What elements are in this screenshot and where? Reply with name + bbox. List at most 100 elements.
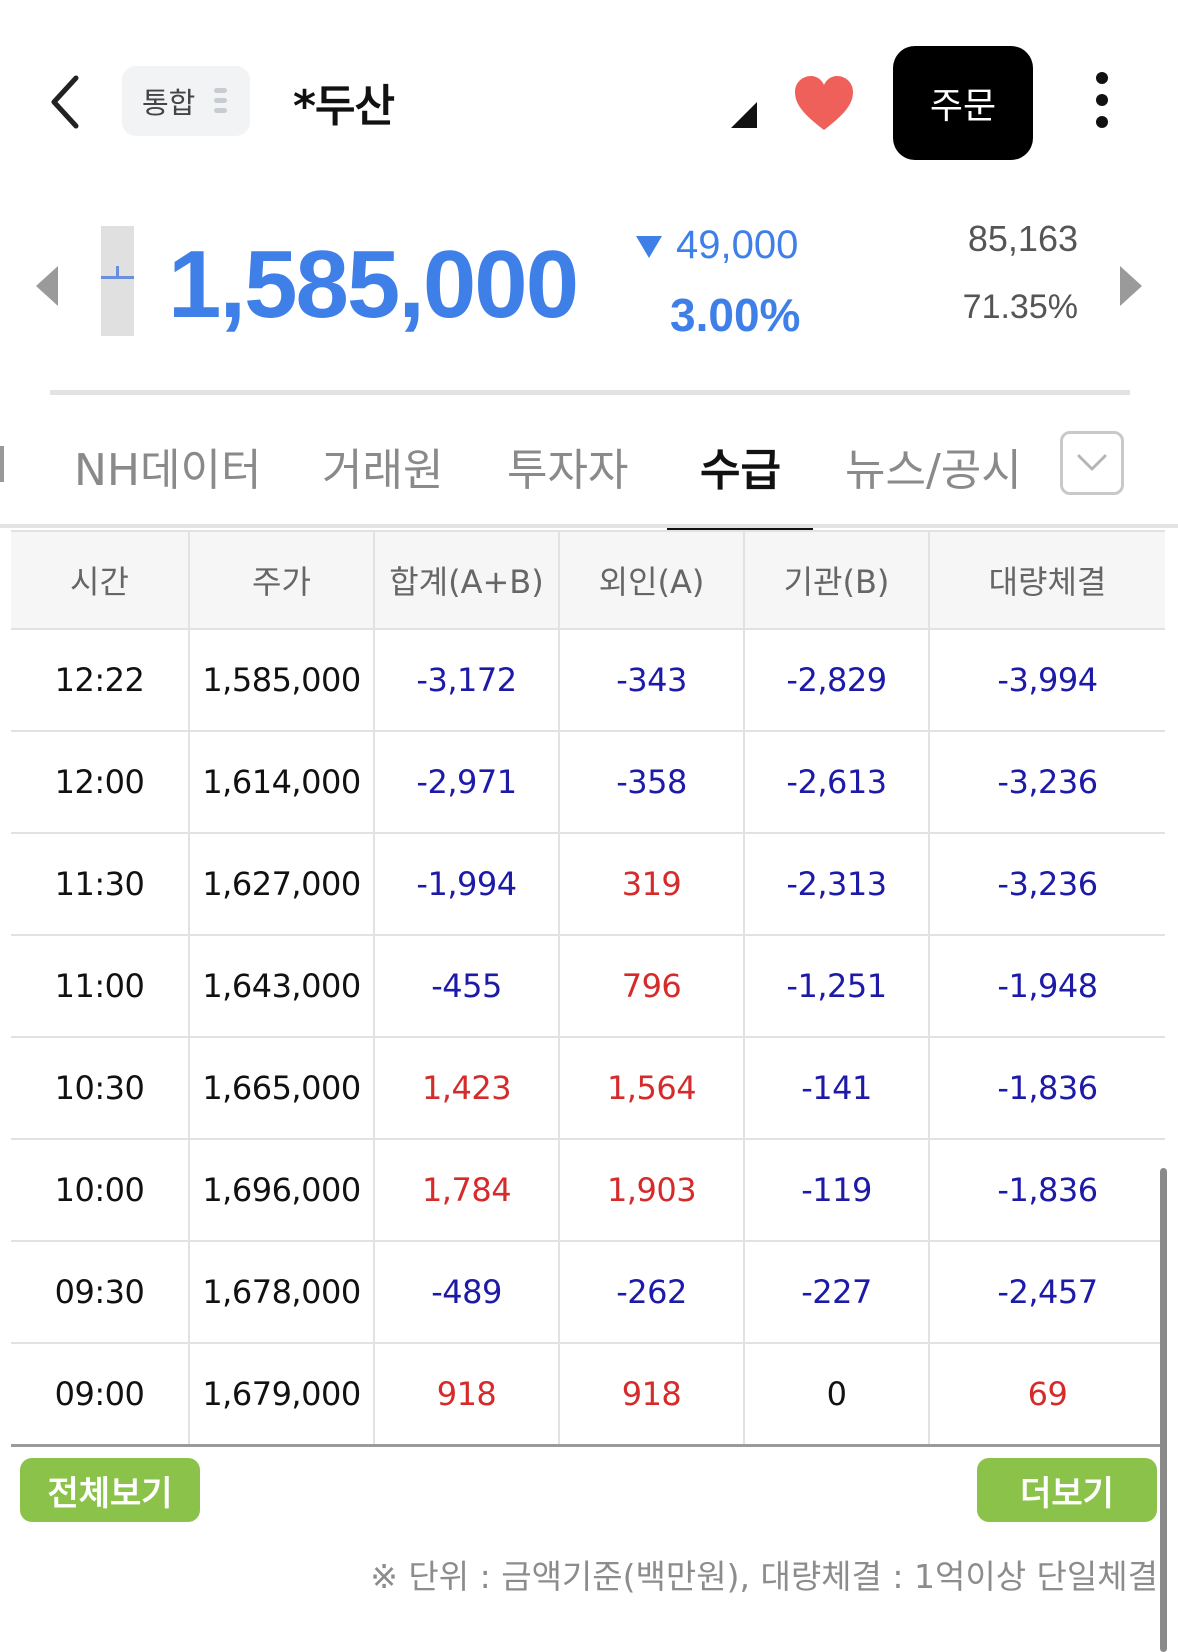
view-all-button[interactable]: 전체보기 [20,1458,200,1522]
load-more-button[interactable]: 더보기 [977,1458,1157,1522]
cell-institution: -2,313 [743,832,930,936]
cell-total: -455 [373,934,560,1038]
scrollbar[interactable] [1160,1168,1167,1652]
quote-panel: 1,585,000 49,000 3.00% 85,163 71.35% [0,200,1178,400]
divider [50,390,1130,395]
cell-institution: -141 [743,1036,930,1140]
column-header-block-trade: 대량체결 [928,530,1165,630]
cell-block-trade: -1,836 [928,1138,1165,1242]
cell-foreign: -358 [558,730,745,834]
change-amount: 49,000 [676,223,799,267]
cell-foreign: -262 [558,1240,745,1344]
cell-total: -1,994 [373,832,560,936]
cell-foreign: 918 [558,1342,745,1447]
column-header-institution: 기관(B) [743,530,930,630]
cell-total: 1,423 [373,1036,560,1140]
table-body: 12:22 1,585,000 -3,172 -343 -2,829 -3,994 12:0… [11,628,1165,1447]
column-header-total: 합계(A+B) [373,530,560,630]
cell-price: 1,614,000 [188,730,375,834]
table-row[interactable]: 12:00 1,614,000 -2,971 -358 -2,613 -3,236 [11,730,1165,834]
cell-institution: -1,251 [743,934,930,1038]
cell-total: 918 [373,1342,560,1447]
cell-total: -489 [373,1240,560,1344]
dropdown-corner-icon[interactable] [731,102,757,128]
tab-dropdown-button[interactable] [1060,431,1124,495]
chevron-down-icon [1077,454,1107,471]
column-header-foreign: 외인(A) [558,530,745,630]
tab-bar: NH데이터 거래원 투자자 수급 뉴스/공시 [0,420,1178,530]
mini-candle-icon [101,226,134,336]
cell-price: 1,643,000 [188,934,375,1038]
cell-time: 09:30 [11,1240,190,1344]
market-chip[interactable]: 통합 [122,66,250,136]
trading-volume: 85,163 [967,218,1078,259]
order-button[interactable]: 주문 [893,46,1033,160]
cell-foreign: 1,903 [558,1138,745,1242]
cell-institution: -119 [743,1138,930,1242]
favorite-button[interactable] [793,74,855,132]
reorder-icon [214,88,228,116]
cell-total: -2,971 [373,730,560,834]
tab-supply-demand[interactable]: 수급 [700,445,781,496]
cell-foreign: 796 [558,934,745,1038]
cell-time: 11:00 [11,934,190,1038]
table-row[interactable]: 09:00 1,679,000 918 918 0 69 [11,1342,1165,1447]
stock-name[interactable]: *두산 [293,81,395,132]
table-row[interactable]: 12:22 1,585,000 -3,172 -343 -2,829 -3,994 [11,628,1165,732]
cell-block-trade: -1,948 [928,934,1165,1038]
down-triangle-icon [636,236,662,258]
cell-time: 12:00 [11,730,190,834]
cell-price: 1,679,000 [188,1342,375,1447]
cell-block-trade: -1,836 [928,1036,1165,1140]
cell-block-trade: -2,457 [928,1240,1165,1344]
cell-institution: -2,829 [743,628,930,732]
cell-price: 1,678,000 [188,1240,375,1344]
cell-time: 11:30 [11,832,190,936]
more-vertical-icon[interactable] [1090,72,1114,134]
heart-icon [795,76,853,130]
prev-stock-arrow-icon[interactable] [36,266,58,306]
table-row[interactable]: 10:00 1,696,000 1,784 1,903 -119 -1,836 [11,1138,1165,1242]
supply-demand-table: 시간 주가 합계(A+B) 외인(A) 기관(B) 대량체결 12:22 1,58… [11,530,1165,1447]
cell-time: 10:00 [11,1138,190,1242]
cell-institution: -227 [743,1240,930,1344]
table-row[interactable]: 11:00 1,643,000 -455 796 -1,251 -1,948 [11,934,1165,1038]
table-row[interactable]: 09:30 1,678,000 -489 -262 -227 -2,457 [11,1240,1165,1344]
cell-block-trade: -3,994 [928,628,1165,732]
back-button[interactable] [46,74,86,130]
chevron-left-icon [51,75,79,129]
cell-institution: 0 [743,1342,930,1447]
cell-time: 10:30 [11,1036,190,1140]
next-stock-arrow-icon[interactable] [1120,266,1142,306]
cell-foreign: 319 [558,832,745,936]
cell-institution: -2,613 [743,730,930,834]
header: 통합 *두산 주문 [0,0,1178,200]
cell-block-trade: 69 [928,1342,1165,1447]
tab-broker[interactable]: 거래원 [322,445,444,496]
cell-foreign: 1,564 [558,1036,745,1140]
unit-footnote: ※ 단위 : 금액기준(백만원), 대량체결 : 1억이상 단일체결 [370,1557,1158,1596]
current-price: 1,585,000 [168,231,579,338]
tab-investor[interactable]: 투자자 [507,445,629,496]
cell-price: 1,627,000 [188,832,375,936]
volume-ratio: 71.35% [962,288,1078,326]
cell-foreign: -343 [558,628,745,732]
cell-price: 1,585,000 [188,628,375,732]
column-header-price: 주가 [188,530,375,630]
table-row[interactable]: 10:30 1,665,000 1,423 1,564 -141 -1,836 [11,1036,1165,1140]
cell-total: -3,172 [373,628,560,732]
tab-news[interactable]: 뉴스/공시 [845,445,1022,496]
cell-price: 1,665,000 [188,1036,375,1140]
table-row[interactable]: 11:30 1,627,000 -1,994 319 -2,313 -3,236 [11,832,1165,936]
column-header-time: 시간 [11,530,190,630]
cell-block-trade: -3,236 [928,832,1165,936]
tab-nh-data[interactable]: NH데이터 [74,445,262,496]
market-chip-label: 통합 [142,86,196,120]
cell-block-trade: -3,236 [928,730,1165,834]
tab-scroll-edge [0,446,4,482]
cell-time: 12:22 [11,628,190,732]
cell-total: 1,784 [373,1138,560,1242]
change-percent: 3.00% [670,289,801,341]
tab-bar-border [0,524,1178,528]
cell-time: 09:00 [11,1342,190,1447]
